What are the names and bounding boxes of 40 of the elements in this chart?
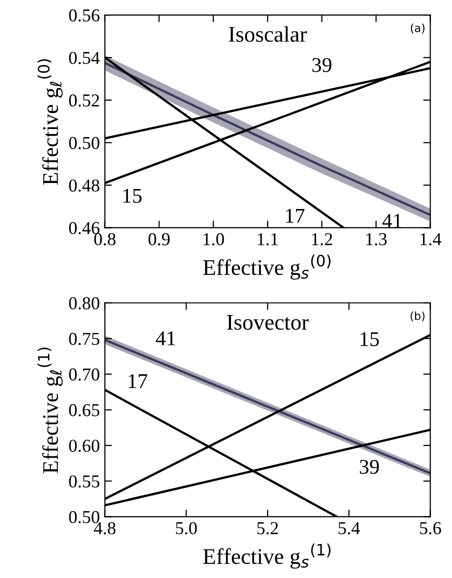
- y-tick-label: 0.55: [69, 475, 100, 488]
- y-axis-title: Effective g$_{ℓ}$$^{(1)}$: [38, 348, 63, 474]
- x-tick-label: 1.4: [420, 233, 442, 246]
- x-tick-label: 4.8: [94, 522, 116, 534]
- x-tick-label: 5.2: [257, 522, 278, 534]
- x-tick-label: 0.9: [148, 233, 170, 246]
- annotation: (b): [410, 311, 424, 322]
- x-tick-label: 5.0: [176, 522, 197, 534]
- y-axis-title: Effective g$_{ℓ}$$^{(0)}$: [38, 59, 63, 185]
- y-tick-label: 0.50: [69, 510, 100, 524]
- annotation: 39: [360, 460, 379, 474]
- x-tick-label: 1.3: [366, 233, 387, 246]
- y-tick-label: 0.52: [69, 94, 100, 107]
- y-tick-label: 0.75: [69, 332, 100, 346]
- y-tick-label: 0.56: [69, 9, 100, 22]
- x-axis-title: Effective g$_{s}$$^{(0)}$: [203, 254, 331, 280]
- y-tick-label: 0.46: [69, 222, 100, 234]
- y-tick-label: 0.50: [69, 136, 100, 150]
- x-tick-label: 1.2: [312, 233, 332, 246]
- x-tick-label: 1.0: [204, 233, 224, 246]
- x-tick-label: 5.6: [420, 522, 442, 534]
- annotation: 15: [123, 188, 142, 203]
- y-tick-label: 0.48: [69, 179, 100, 192]
- y-tick-label: 0.54: [69, 52, 100, 64]
- y-tick-label: 0.65: [69, 404, 100, 416]
- y-tick-label: 0.70: [69, 368, 100, 381]
- chart-title: Isoscalar: [228, 26, 307, 42]
- y-tick-label: 0.80: [69, 297, 100, 310]
- y-tick-label: 0.60: [69, 440, 100, 452]
- annotation: (a): [410, 24, 424, 34]
- annotation: 39: [312, 58, 332, 72]
- annotation: 17: [286, 208, 305, 223]
- chart-title: Isovector: [227, 315, 309, 330]
- annotation: 17: [128, 374, 148, 388]
- x-tick-label: 1.1: [258, 233, 278, 246]
- x-tick-label: 0.8: [94, 233, 116, 246]
- annotation: 15: [360, 332, 379, 346]
- x-axis-title: Effective g$_{s}$$^{(1)}$: [203, 544, 331, 569]
- x-tick-label: 5.4: [338, 522, 360, 534]
- annotation: 41: [156, 331, 176, 346]
